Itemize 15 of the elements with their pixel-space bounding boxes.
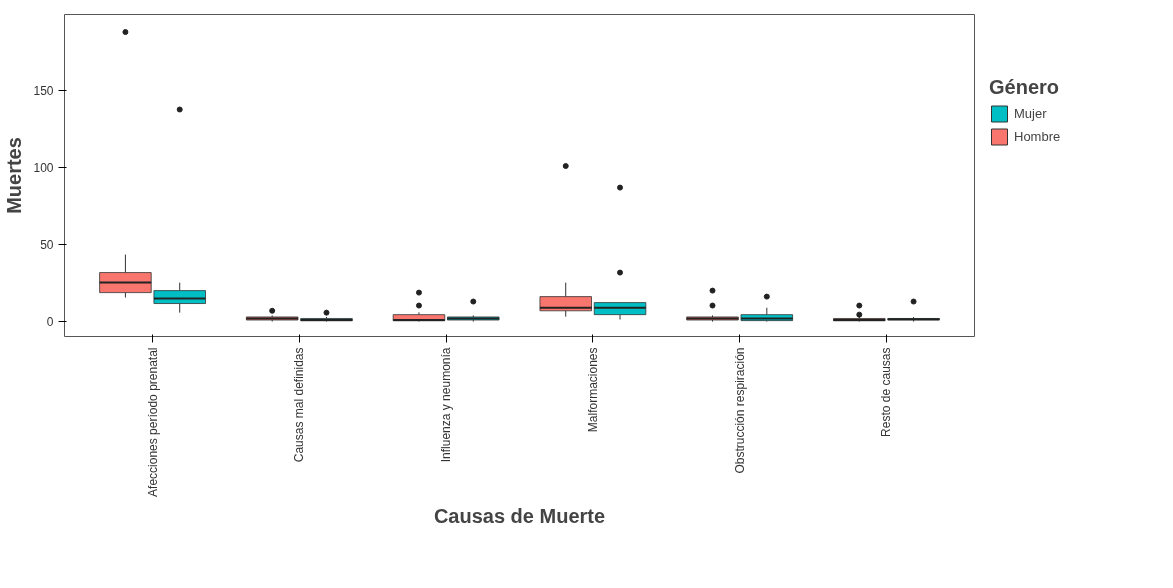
- y-tick-label: 50: [40, 238, 54, 253]
- y-tick-label: 100: [33, 161, 54, 176]
- x-tick-label: Obstrucción respiración: [732, 347, 747, 474]
- x-tick-label: Resto de causas: [879, 347, 894, 437]
- x-tick-label: Causas mal definidas: [292, 347, 307, 463]
- legend-title: Género: [989, 75, 1061, 98]
- y-tick-label: 150: [33, 84, 54, 99]
- legend-label: Mujer: [1014, 105, 1047, 121]
- y-axis-title: Muertes: [3, 137, 26, 214]
- x-axis-title: Causas de Muerte: [433, 504, 606, 527]
- legend-label: Hombre: [1014, 128, 1061, 144]
- y-tick-label: 0: [46, 315, 54, 330]
- x-tick-label: Malformaciones: [585, 347, 600, 433]
- x-tick-label: Influenza y neumonía: [439, 347, 454, 463]
- x-tick-label: Afecciones período prenatal: [145, 347, 160, 497]
